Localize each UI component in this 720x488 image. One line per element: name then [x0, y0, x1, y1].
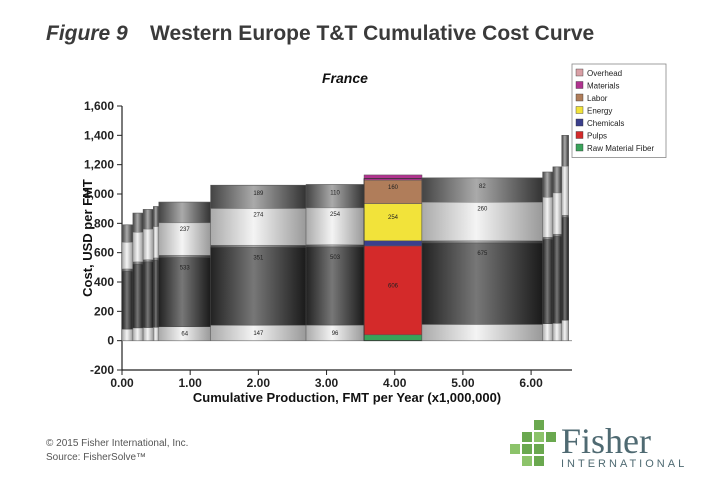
- data-label: 96: [332, 331, 339, 337]
- brand-subtitle: INTERNATIONAL: [561, 458, 688, 470]
- bar-segment-fiber: [153, 327, 160, 341]
- bar-segment-fiber: [142, 327, 154, 341]
- bar-segment-pulps: [421, 242, 543, 325]
- data-label: 274: [253, 213, 264, 219]
- bar-segment-pulps: [121, 270, 134, 330]
- x-axis-label: Cumulative Production, FMT per Year (x1,…: [193, 390, 501, 405]
- y-tick-label: 1,000: [84, 187, 114, 201]
- bar-segment-pulps: [561, 217, 569, 321]
- bar-segment-fiber: [552, 323, 562, 341]
- y-tick-label: 400: [94, 275, 114, 289]
- data-label: 675: [477, 251, 488, 257]
- x-tick-label: 3.00: [315, 376, 339, 390]
- fisher-logo-icon: [510, 420, 556, 466]
- y-tick-label: -200: [90, 363, 114, 377]
- data-label: 254: [330, 212, 341, 218]
- data-label: 606: [388, 283, 399, 289]
- bar-segment-energy: [142, 228, 154, 260]
- legend-item: Materials: [587, 82, 619, 91]
- bar-segment-labor: [363, 179, 423, 204]
- legend-swatch: [575, 93, 584, 102]
- bar-segment-raw-material-fiber: [363, 334, 423, 341]
- bar-segment-energy: [552, 192, 562, 235]
- bar-segment-pulps: [158, 257, 211, 328]
- y-axis-label: Cost, USD per FMT: [80, 179, 95, 297]
- bar-segment-energy: [561, 165, 569, 216]
- y-tick-label: 1,600: [84, 99, 114, 113]
- legend-swatch: [575, 68, 584, 77]
- source-text: Source: FisherSolve™: [46, 452, 147, 463]
- data-label: 82: [479, 184, 486, 190]
- bar-segment-fiber: [121, 328, 134, 341]
- chart-title: Western Europe T&T Cumulative Cost Curve: [150, 22, 595, 45]
- bar-segment-pulps: [542, 239, 554, 324]
- bar-segment-energy: [542, 197, 554, 238]
- data-label: 503: [330, 255, 341, 261]
- data-label: 254: [388, 215, 399, 221]
- legend-box: [571, 63, 667, 158]
- bar-segment-pulps: [363, 245, 423, 336]
- bar-segment-energy: [153, 226, 160, 259]
- data-label: 189: [253, 191, 264, 197]
- data-label: 533: [180, 266, 191, 272]
- x-tick-label: 0.00: [110, 376, 134, 390]
- x-tick-label: 4.00: [383, 376, 407, 390]
- france-annotation: France: [322, 70, 368, 86]
- legend-swatch: [575, 106, 584, 114]
- legend-item: Chemicals: [587, 119, 624, 128]
- bar-segment-fiber: [561, 319, 569, 341]
- data-label: 160: [388, 185, 399, 191]
- bar-segment-pulps: [305, 246, 365, 326]
- bar-segment-pulps: [132, 263, 144, 329]
- x-tick-label: 5.00: [451, 376, 475, 390]
- legend-swatch: [575, 131, 584, 139]
- bar-segment-energy: [158, 222, 211, 256]
- figure-label: Figure 9: [46, 22, 128, 45]
- y-tick-label: 0: [107, 334, 114, 348]
- data-label: 237: [180, 227, 191, 233]
- bar-segment-pulps: [552, 236, 562, 324]
- y-tick-label: 1,400: [84, 128, 114, 142]
- data-label: 110: [330, 190, 340, 196]
- data-label: 260: [477, 206, 488, 212]
- legend-item: Raw Material Fiber: [587, 144, 654, 153]
- bar-segment-materials: [363, 174, 423, 181]
- brand-name: Fisher: [561, 421, 651, 461]
- bar-segment-pulps: [142, 261, 154, 328]
- bar-segment-energy: [210, 208, 307, 246]
- y-tick-label: 600: [94, 246, 114, 260]
- bar-segment-energy: [305, 207, 365, 245]
- legend-swatch: [575, 81, 584, 89]
- bar-segment-energy: [132, 232, 144, 263]
- legend-swatch: [575, 118, 584, 127]
- bar-segment-pulps: [153, 259, 160, 328]
- y-tick-label: 200: [94, 304, 114, 318]
- x-tick-label: 2.00: [247, 376, 271, 390]
- legend-item: Pulps: [587, 132, 607, 141]
- bar-segment-chemicals: [363, 240, 423, 247]
- x-tick-label: 6.00: [519, 376, 543, 390]
- bar-segment-fiber: [542, 323, 554, 341]
- data-label: 351: [253, 255, 264, 261]
- data-label: 147: [253, 331, 264, 337]
- x-tick-label: 1.00: [179, 376, 203, 390]
- data-label: 64: [181, 332, 188, 338]
- legend-item: Labor: [587, 94, 608, 103]
- bar-segment-fiber: [132, 327, 144, 341]
- bar-segment-energy: [363, 203, 423, 242]
- bar-segment-energy: [121, 241, 134, 270]
- legend-item: Overhead: [587, 69, 622, 78]
- legend-item: Energy: [587, 107, 612, 116]
- bar-segment-fiber: [421, 324, 543, 341]
- legend-swatch: [575, 143, 584, 152]
- copyright-text: © 2015 Fisher International, Inc.: [46, 438, 189, 449]
- y-tick-label: 1,200: [84, 158, 114, 172]
- y-tick-label: 800: [94, 216, 114, 230]
